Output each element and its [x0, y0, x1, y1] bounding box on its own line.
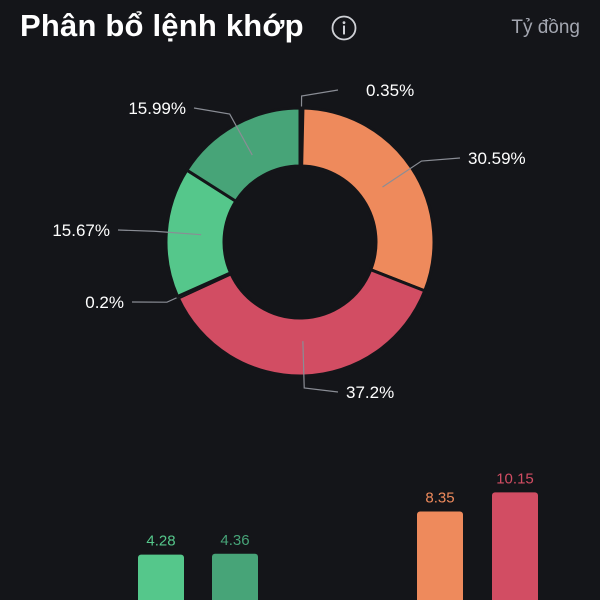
slice-leader-line	[193, 107, 253, 156]
bar[interactable]	[417, 511, 463, 600]
donut-slice[interactable]	[184, 106, 302, 204]
bar[interactable]	[212, 553, 258, 600]
slice-leader-line	[382, 157, 461, 188]
info-circle-icon[interactable]	[331, 15, 357, 41]
unit-label: Tỷ đồng	[511, 17, 580, 38]
donut-slice[interactable]	[176, 267, 427, 378]
slice-leader-line	[117, 229, 202, 236]
slice-label: 15.99%	[128, 99, 186, 118]
bar-value-label: 8.35	[425, 489, 454, 506]
slice-leader-line	[302, 341, 339, 393]
slice-label: 0.2%	[85, 293, 124, 312]
bar-value-label: 10.15	[496, 470, 534, 487]
bar-value-label: 4.36	[220, 532, 249, 549]
page-title: Phân bổ lệnh khớp	[20, 8, 304, 43]
slice-label: 15.67%	[52, 221, 110, 240]
slice-label: 30.59%	[468, 149, 526, 168]
donut-chart: 0.35% 30.59% 37.2% 0.2% 15.67% 15.99%	[52, 81, 525, 402]
slice-label: 37.2%	[346, 383, 394, 402]
bar[interactable]	[492, 492, 538, 600]
donut-slice[interactable]	[300, 106, 436, 293]
bar-value-label: 4.28	[146, 533, 175, 550]
bar-chart: 4.28 4.36 8.35 10.15	[138, 470, 538, 600]
bar[interactable]	[138, 554, 184, 600]
slice-label: 0.35%	[366, 81, 414, 100]
